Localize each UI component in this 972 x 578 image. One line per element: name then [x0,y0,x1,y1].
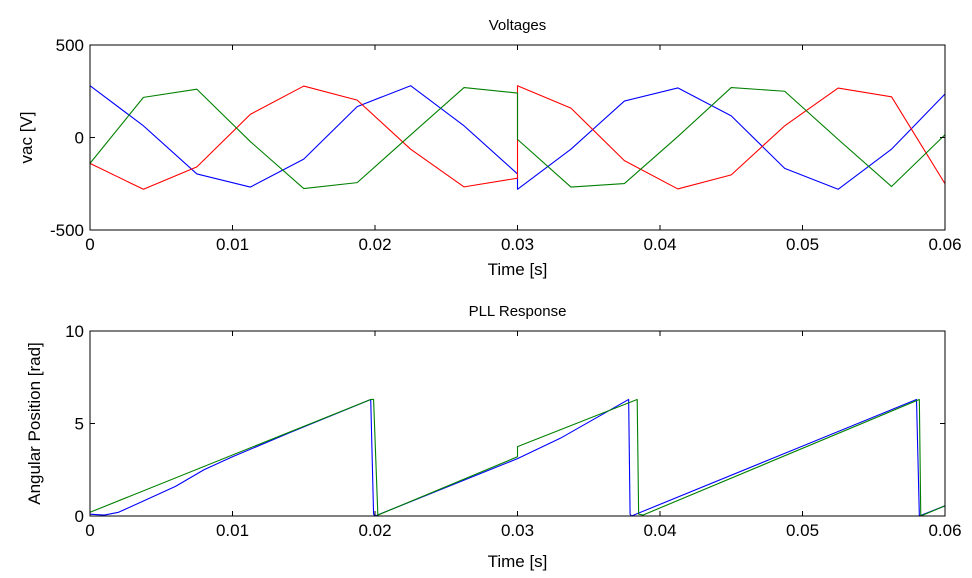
voltages-x-tick-label: 0.05 [786,235,819,254]
pll-x-tick-label: 0.06 [928,521,961,540]
voltages-x-tick-label: 0.06 [928,235,961,254]
voltages-x-tick-label: 0.02 [358,235,391,254]
voltages-y-tick-label: 0 [75,129,84,148]
pll-x-tick-label: 0.02 [358,521,391,540]
voltages-y-axis-label: vac [V] [17,112,36,164]
pll-title: PLL Response [469,303,567,320]
voltages-title: Voltages [489,17,547,34]
pll-y-tick-label: 5 [75,415,84,434]
pll-axes: 0 0.01 0.02 0.03 0.04 0.05 0.06 0 5 10 PLL Respon… [25,303,962,571]
pll-x-tick-label: 0.03 [501,521,534,540]
voltages-x-tick-label: 0.03 [501,235,534,254]
pll-plot-area [90,331,945,516]
voltages-series-layer [89,85,946,190]
pll-y-axis-label: Angular Position [rad] [25,342,44,505]
voltages-x-tick-label: 0.04 [643,235,676,254]
voltages-axes-box [89,44,946,231]
voltages-series-line-0 [89,85,946,190]
pll-series-layer [89,398,946,517]
voltages-x-axis-label: Time [s] [488,260,548,279]
voltages-y-tick-label: 500 [56,36,84,55]
voltages-y-tick-label: -500 [50,221,84,240]
pll-x-tick-label: 0.05 [786,521,819,540]
voltages-series-line-2 [89,87,946,190]
voltages-x-tick-label: 0.01 [216,235,249,254]
pll-y-tick-label: 0 [75,507,84,526]
pll-series-line-0 [89,398,946,517]
pll-tick-layer: 0 0.01 0.02 0.03 0.04 0.05 0.06 0 5 10 [65,322,961,540]
pll-x-axis-label: Time [s] [488,552,548,571]
pll-series-line-1 [89,398,946,517]
pll-x-tick-label: 0.01 [216,521,249,540]
voltages-x-tick-label: 0 [85,235,94,254]
pll-x-tick-label: 0.04 [643,521,676,540]
pll-axes-box [89,330,946,517]
pll-y-tick-label: 10 [65,322,84,341]
pll-x-tick-label: 0 [85,521,94,540]
